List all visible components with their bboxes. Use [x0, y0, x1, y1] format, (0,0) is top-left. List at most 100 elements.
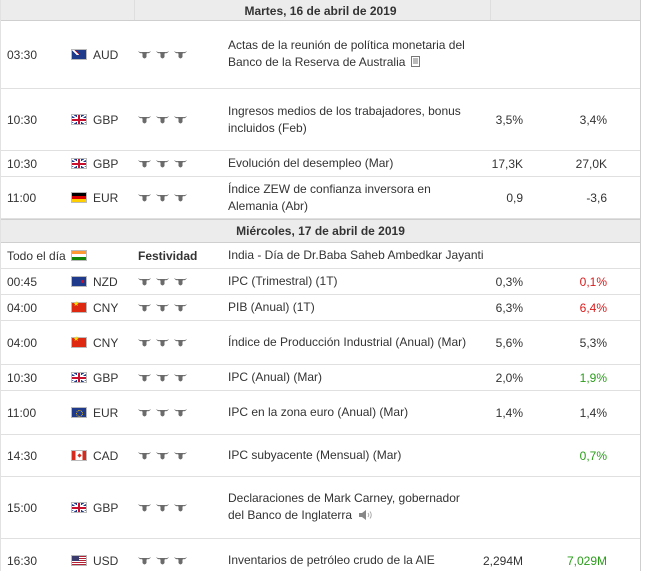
event-title[interactable]: Ingresos medios de los trabajadores, bon…: [228, 103, 461, 135]
event-title[interactable]: IPC subyacente (Mensual) (Mar): [228, 448, 402, 462]
currency: AUD: [93, 47, 119, 62]
importance-bulls: [138, 177, 218, 218]
forecast-value: 27,0K: [575, 156, 607, 171]
importance-bulls: [138, 391, 218, 434]
actual-value: 3,5%: [495, 112, 523, 127]
event-title[interactable]: India - Día de Dr.Baba Saheb Ambedkar Ja…: [228, 248, 484, 262]
bull-icon: [174, 193, 192, 203]
event-row[interactable]: 16:30 USD Inventarios de petróleo crudo …: [1, 539, 640, 571]
importance-bulls: [138, 435, 218, 476]
bull-icon: [174, 277, 192, 287]
bull-icon: [138, 50, 156, 60]
event-time: 14:30: [7, 448, 38, 463]
bull-icon: [138, 556, 156, 566]
event-row[interactable]: 15:00 GBP Declaraciones de Mark Carney, …: [1, 477, 640, 539]
event-row[interactable]: 10:30 GBP Ingresos medios de los trabaja…: [1, 89, 640, 151]
bull-icon: [156, 338, 174, 348]
actual-value: 2,294M: [482, 553, 523, 568]
bull-icon: [138, 277, 156, 287]
event-title[interactable]: Declaraciones de Mark Carney, gobernador…: [228, 491, 460, 523]
event-row[interactable]: 11:00 EUR IPC en la zona euro (Anual) (M…: [1, 391, 640, 435]
bull-icon: [156, 50, 174, 60]
actual-value: [456, 435, 523, 476]
bull-icon: [174, 338, 192, 348]
currency: GBP: [93, 112, 119, 127]
event-title[interactable]: Actas de la reunión de política monetari…: [228, 38, 465, 70]
usa-flag-icon: [71, 555, 87, 566]
holiday-row[interactable]: Todo el día Festividad India - Día de Dr…: [1, 243, 640, 269]
event-row[interactable]: 04:00 CNY PIB (Anual) (1T) 6,3% 6,4%: [1, 295, 640, 321]
event-row[interactable]: 03:30 AUD Actas de la reunión de polític…: [1, 21, 640, 89]
event-title[interactable]: PIB (Anual) (1T): [228, 300, 315, 314]
actual-value: 2,0%: [495, 370, 523, 385]
event-row[interactable]: 04:00 CNY Índice de Producción Industria…: [1, 321, 640, 365]
bull-icon: [138, 338, 156, 348]
event-row[interactable]: 10:30 GBP IPC (Anual) (Mar) 2,0% 1,9%: [1, 365, 640, 391]
importance-bulls: [138, 477, 218, 538]
forecast-value: 5,3%: [579, 335, 607, 350]
currency: GBP: [93, 156, 119, 171]
actual-value: 1,4%: [495, 405, 523, 420]
event-time: 11:00: [7, 405, 37, 420]
day-header: Miércoles, 17 de abril de 2019: [1, 219, 640, 243]
event-title[interactable]: IPC (Trimestral) (1T): [228, 274, 338, 288]
importance-bulls: [138, 89, 218, 150]
forecast-value: 1,9%: [579, 370, 607, 385]
bull-icon: [174, 503, 192, 513]
canada-flag-icon: [71, 450, 87, 461]
importance-bulls: [138, 151, 218, 176]
uk-flag-icon: [71, 502, 87, 513]
bull-icon: [174, 50, 192, 60]
event-title[interactable]: Índice de Producción Industrial (Anual) …: [228, 335, 467, 349]
forecast-value: 0,1%: [579, 274, 607, 289]
bull-icon: [156, 503, 174, 513]
uk-flag-icon: [71, 114, 87, 125]
event-title[interactable]: IPC en la zona euro (Anual) (Mar): [228, 405, 409, 419]
event-time: 15:00: [7, 500, 38, 515]
event-time: 04:00: [7, 335, 38, 350]
event-row[interactable]: 14:30 CAD IPC subyacente (Mensual) (Mar)…: [1, 435, 640, 477]
event-title[interactable]: IPC (Anual) (Mar): [228, 370, 323, 384]
event-title[interactable]: Inventarios de petróleo crudo de la AIE: [228, 553, 435, 567]
event-title[interactable]: Evolución del desempleo (Mar): [228, 156, 394, 170]
importance-bulls: [138, 21, 218, 88]
bull-icon: [156, 408, 174, 418]
bull-icon: [156, 451, 174, 461]
currency: EUR: [93, 190, 119, 205]
holiday-label: Festividad: [138, 248, 198, 263]
event-time: 00:45: [7, 274, 38, 289]
bull-icon: [156, 373, 174, 383]
event-row[interactable]: 11:00 EUR Índice ZEW de confianza invers…: [1, 177, 640, 219]
bull-icon: [156, 556, 174, 566]
currency: GBP: [93, 500, 119, 515]
forecast-value: [541, 21, 607, 88]
event-time: 16:30: [7, 553, 38, 568]
india-flag-icon: [71, 250, 87, 261]
event-time: 10:30: [7, 156, 38, 171]
currency: CNY: [93, 300, 119, 315]
actual-value: [456, 21, 523, 88]
bull-icon: [138, 193, 156, 203]
document-icon[interactable]: [411, 55, 421, 72]
china-flag-icon: [71, 300, 87, 313]
event-time: 10:30: [7, 370, 38, 385]
bull-icon: [156, 277, 174, 287]
forecast-value: 0,7%: [579, 448, 607, 463]
event-time: 10:30: [7, 112, 38, 127]
importance-bulls: [138, 295, 218, 320]
bull-icon: [138, 503, 156, 513]
importance-bulls: [138, 539, 218, 571]
bull-icon: [156, 159, 174, 169]
bull-icon: [174, 556, 192, 566]
event-row[interactable]: 10:30 GBP Evolución del desempleo (Mar) …: [1, 151, 640, 177]
day-header-label: Martes, 16 de abril de 2019: [244, 4, 397, 18]
china-flag-icon: [71, 335, 87, 348]
forecast-value: [541, 477, 607, 538]
event-title[interactable]: Índice ZEW de confianza inversora en Ale…: [228, 181, 431, 213]
new-zealand-flag-icon: [71, 276, 87, 287]
currency: CAD: [93, 448, 119, 463]
speaker-icon[interactable]: [358, 508, 374, 525]
actual-value: 17,3K: [491, 156, 523, 171]
event-row[interactable]: 00:45 NZD IPC (Trimestral) (1T) 0,3% 0,1…: [1, 269, 640, 295]
